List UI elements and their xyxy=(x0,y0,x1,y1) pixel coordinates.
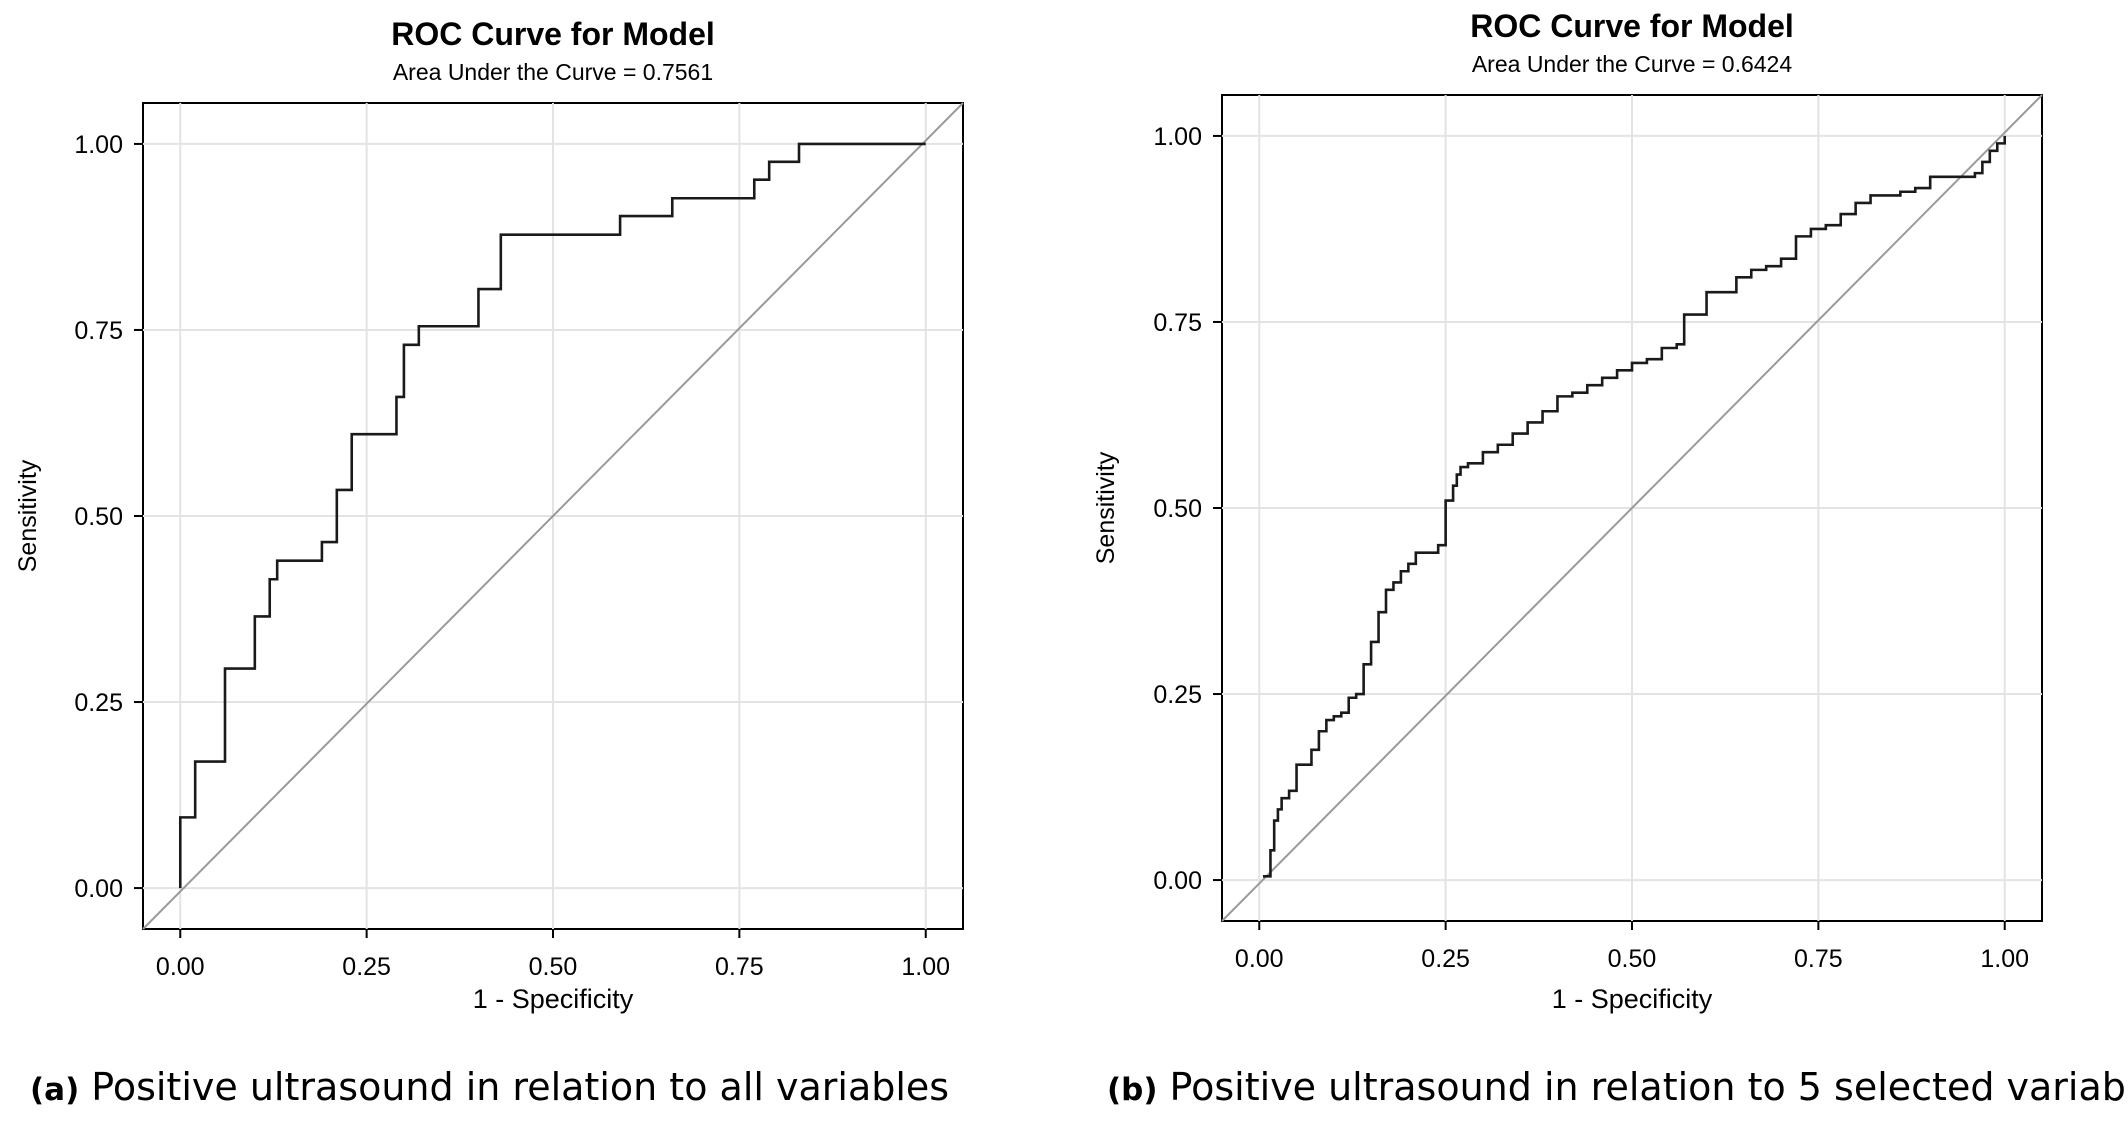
chart-title: ROC Curve for Model xyxy=(1470,8,1794,44)
chart-subtitle: Area Under the Curve = 0.6424 xyxy=(1472,51,1792,77)
y-tick-label: 0.50 xyxy=(74,503,123,531)
y-axis-label: Sensitivity xyxy=(14,459,42,572)
y-tick-label: 0.75 xyxy=(74,317,123,345)
x-tick-label: 1.00 xyxy=(901,953,950,981)
y-axis-label: Sensitivity xyxy=(1092,451,1120,564)
figure-panel-b: 0.00 0.25 0.50 0.75 1.00 0.00 0.25 0.50 0.75 1.00… xyxy=(1064,0,2128,1123)
x-tick-label: 0.50 xyxy=(529,953,578,981)
caption-text: Positive ultrasound in relation to all v… xyxy=(91,1065,950,1109)
x-tick-label: 0.00 xyxy=(156,953,205,981)
x-tick-label: 0.00 xyxy=(1235,945,1284,973)
x-tick-label: 0.75 xyxy=(1794,945,1843,973)
roc-curve-line xyxy=(178,142,926,889)
figure-panel-a: 0.00 0.25 0.50 0.75 1.00 0.00 0.25 0.50 0.75 1.00… xyxy=(14,16,964,1109)
y-tick-label: 1.00 xyxy=(1153,123,1202,151)
caption-tag: (a) xyxy=(30,1072,80,1108)
caption-text: Positive ultrasound in relation to 5 sel… xyxy=(1169,1065,2128,1109)
x-axis-label: 1 - Specificity xyxy=(1552,984,1713,1014)
reference-diagonal-line xyxy=(1221,94,2043,922)
chart-title: ROC Curve for Model xyxy=(391,16,715,52)
roc-chart-b: 0.00 0.25 0.50 0.75 1.00 0.00 0.25 0.50 0.75 1.00… xyxy=(1092,8,2043,1014)
y-tick-label: 0.25 xyxy=(74,689,123,717)
caption-a: (a) Positive ultrasound in relation to al… xyxy=(30,1065,949,1109)
reference-diagonal-line xyxy=(142,102,964,930)
caption-b: (b) Positive ultrasound in relation to 5 … xyxy=(1107,1065,2128,1109)
y-tick-label: 0.00 xyxy=(1153,867,1202,895)
y-tick-label: 0.00 xyxy=(74,875,123,903)
x-axis-label: 1 - Specificity xyxy=(473,984,634,1014)
x-tick-label: 0.25 xyxy=(1421,945,1470,973)
roc-chart-a: 0.00 0.25 0.50 0.75 1.00 0.00 0.25 0.50 0.75 1.00… xyxy=(14,16,964,1014)
y-tick-label: 0.50 xyxy=(1153,495,1202,523)
x-tick-label: 0.75 xyxy=(715,953,764,981)
x-tick-label: 1.00 xyxy=(1980,945,2029,973)
chart-subtitle: Area Under the Curve = 0.7561 xyxy=(393,59,713,85)
x-tick-label: 0.50 xyxy=(1608,945,1657,973)
y-tick-label: 0.25 xyxy=(1153,681,1202,709)
y-tick-label: 0.75 xyxy=(1153,309,1202,337)
y-tick-label: 1.00 xyxy=(74,131,123,159)
roc-curve-line xyxy=(1263,135,2007,878)
caption-tag: (b) xyxy=(1107,1072,1158,1108)
x-tick-label: 0.25 xyxy=(342,953,391,981)
